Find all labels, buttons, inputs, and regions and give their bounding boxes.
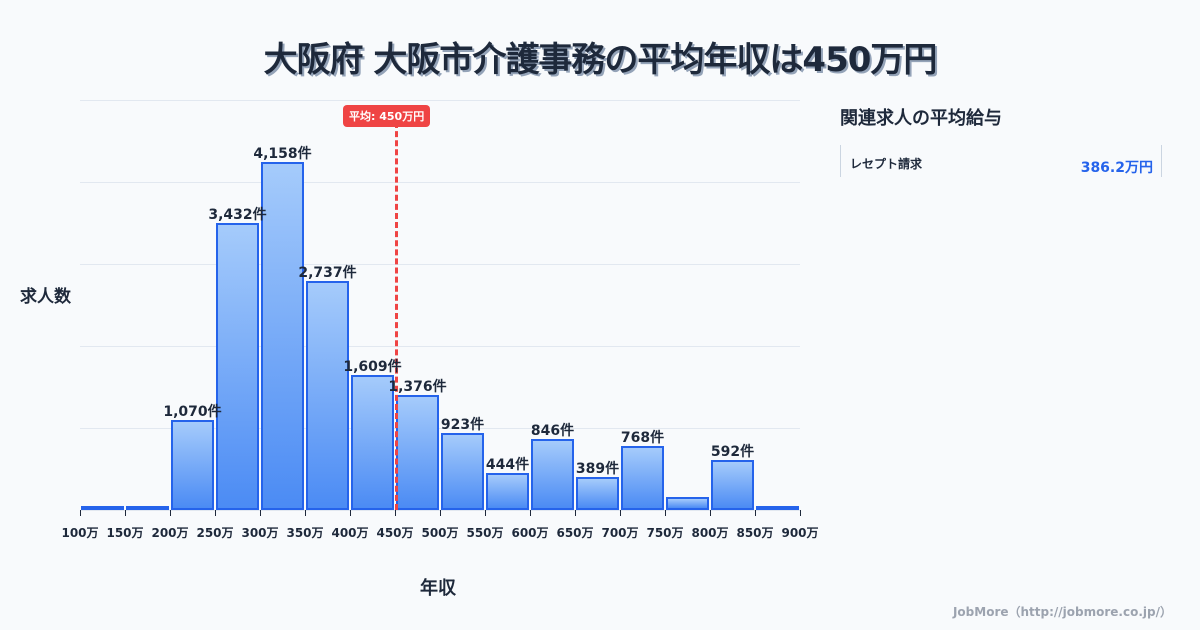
x-tick-label: 300万 [241,526,279,540]
x-tick [305,510,306,516]
histogram-plot: 平均: 450万円 1,070件 3,432件 4,158件 2,737件 1,609件… [80,100,800,511]
histogram-bar[interactable] [711,460,754,510]
histogram-bar[interactable] [486,473,529,510]
bar-value-label: 3,432件 [208,207,267,223]
x-tick [170,510,171,516]
gridline [80,100,800,101]
bar-value-label: 592件 [710,444,755,460]
x-tick-label: 700万 [601,526,639,540]
related-jobs-title: 関連求人の平均給与 [840,108,1002,129]
average-badge: 平均: 450万円 [343,105,431,127]
histogram-bar[interactable] [306,281,349,510]
bar-value-label: 1,376件 [388,379,447,395]
histogram-bar[interactable] [126,506,169,510]
x-tick [620,510,621,516]
x-tick-label: 900万 [781,526,819,540]
gridline [80,346,800,347]
x-tick-label: 350万 [286,526,324,540]
bar-value-label: 389件 [575,461,620,477]
histogram-bar[interactable] [216,223,259,510]
x-tick [710,510,711,516]
x-tick [665,510,666,516]
x-tick [350,510,351,516]
related-job-salary: 386.2万円 [1080,160,1153,176]
bar-value-label: 444件 [485,457,530,473]
x-axis: 100万 150万 200万 250万 300万 350万 400万 450万 500万 550万… [61,510,819,540]
y-axis-label: 求人数 [20,287,71,307]
histogram-bar[interactable] [531,439,574,510]
histogram-bar[interactable] [351,375,394,510]
bar-value-label: 1,609件 [343,359,402,375]
histogram-bar[interactable] [441,433,484,510]
x-tick [395,510,396,516]
histogram-bar[interactable] [576,477,619,510]
x-tick [800,510,801,516]
x-tick-label: 850万 [736,526,774,540]
x-tick-label: 450万 [376,526,414,540]
x-tick [125,510,126,516]
x-tick [575,510,576,516]
histogram-bar[interactable] [261,162,304,510]
x-tick-label: 650万 [556,526,594,540]
gridline [80,428,800,429]
histogram-bar[interactable] [756,506,799,510]
related-job-item[interactable]: レセプト請求 386.2万円 [840,145,1162,177]
bar-value-label: 846件 [530,423,575,439]
average-line [395,122,398,510]
bar-value-label: 1,070件 [163,404,222,420]
gridline [80,182,800,183]
x-tick [485,510,486,516]
related-job-name: レセプト請求 [850,157,923,171]
x-tick-label: 500万 [421,526,459,540]
x-tick-label: 200万 [151,526,189,540]
page-title: 大阪府 大阪市介護事務の平均年収は450万円 [263,40,938,80]
x-tick-label: 150万 [106,526,144,540]
histogram-bar[interactable] [171,420,214,510]
x-tick [755,510,756,516]
histogram-bar[interactable] [396,395,439,510]
bar-value-label: 4,158件 [253,146,312,162]
x-tick-label: 600万 [511,526,549,540]
bar-value-label: 2,737件 [298,265,357,281]
x-tick [260,510,261,516]
histogram-bar[interactable] [81,506,124,510]
histogram-bar[interactable] [666,497,709,510]
x-tick [440,510,441,516]
footer-credit: JobMore（http://jobmore.co.jp/） [952,605,1172,619]
histogram-bar[interactable] [621,446,664,510]
x-tick [215,510,216,516]
x-tick [80,510,81,516]
x-tick [530,510,531,516]
bar-value-label: 768件 [620,430,665,446]
x-tick-label: 800万 [691,526,729,540]
x-tick-label: 750万 [646,526,684,540]
x-axis-label: 年収 [420,578,456,599]
gridline [80,264,800,265]
x-tick-label: 400万 [331,526,369,540]
x-tick-label: 100万 [61,526,99,540]
bar-value-label: 923件 [440,417,485,433]
x-tick-label: 550万 [466,526,504,540]
x-tick-label: 250万 [196,526,234,540]
